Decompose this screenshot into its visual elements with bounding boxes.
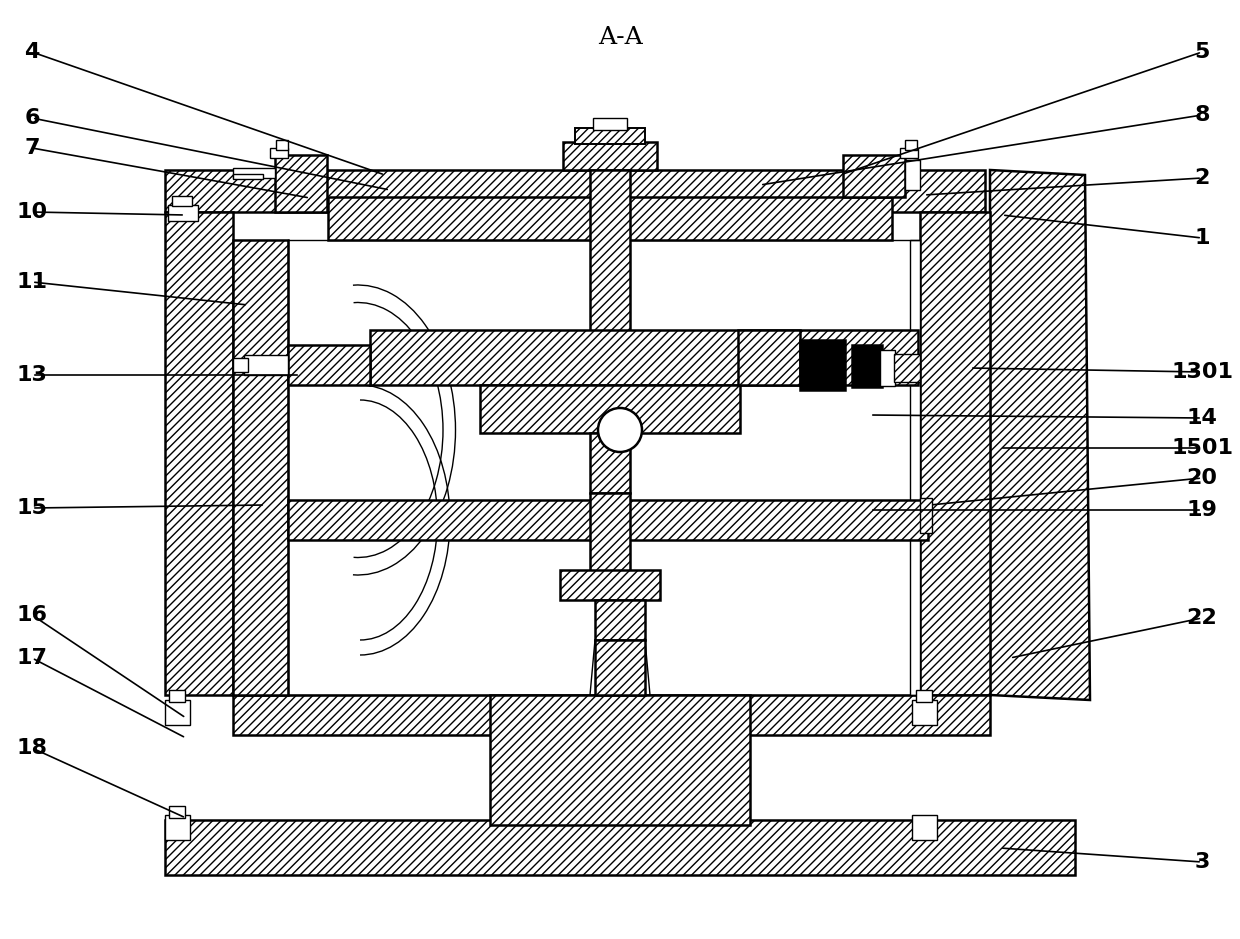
Bar bbox=[590, 170, 630, 340]
Bar bbox=[233, 240, 288, 695]
Bar bbox=[233, 358, 248, 372]
Bar bbox=[900, 148, 918, 158]
Bar bbox=[595, 640, 645, 695]
Bar bbox=[370, 330, 918, 385]
Bar bbox=[910, 240, 920, 695]
Bar bbox=[165, 820, 1075, 875]
Bar bbox=[593, 118, 627, 130]
Bar bbox=[490, 695, 750, 825]
Bar bbox=[911, 815, 937, 840]
Bar bbox=[563, 142, 657, 170]
Text: 1501: 1501 bbox=[1171, 438, 1233, 458]
Text: 15: 15 bbox=[16, 498, 47, 518]
Bar bbox=[852, 345, 882, 387]
Bar bbox=[590, 433, 630, 493]
Bar bbox=[270, 148, 288, 158]
Bar bbox=[165, 212, 233, 695]
Text: 14: 14 bbox=[1187, 408, 1218, 428]
Bar bbox=[560, 570, 660, 600]
Text: 22: 22 bbox=[1187, 608, 1218, 628]
Text: 16: 16 bbox=[16, 605, 47, 625]
Bar bbox=[244, 355, 288, 375]
Text: 8: 8 bbox=[1194, 105, 1210, 125]
Bar bbox=[233, 168, 275, 178]
Polygon shape bbox=[990, 170, 1090, 700]
Bar bbox=[843, 155, 905, 197]
Text: 6: 6 bbox=[25, 108, 40, 128]
Bar bbox=[167, 205, 198, 221]
Bar bbox=[165, 700, 190, 725]
Text: 2: 2 bbox=[1194, 168, 1210, 188]
Bar bbox=[800, 340, 844, 390]
Text: 1301: 1301 bbox=[1171, 362, 1233, 382]
Text: 5: 5 bbox=[1194, 42, 1210, 62]
Bar bbox=[905, 140, 918, 150]
Bar bbox=[233, 695, 990, 735]
Bar bbox=[233, 174, 263, 179]
Bar bbox=[172, 196, 192, 206]
Text: 10: 10 bbox=[16, 202, 47, 222]
Bar bbox=[911, 700, 937, 725]
Bar bbox=[165, 170, 985, 212]
Text: 11: 11 bbox=[16, 272, 47, 292]
Bar bbox=[277, 140, 288, 150]
Bar bbox=[595, 600, 645, 640]
Text: 4: 4 bbox=[25, 42, 40, 62]
Bar bbox=[894, 354, 920, 382]
Circle shape bbox=[598, 408, 642, 452]
Text: 20: 20 bbox=[1187, 468, 1218, 488]
Bar bbox=[275, 155, 327, 212]
Bar bbox=[169, 806, 185, 818]
Bar bbox=[590, 493, 630, 593]
Text: 1: 1 bbox=[1194, 228, 1210, 248]
Bar bbox=[738, 330, 800, 385]
Bar bbox=[916, 690, 932, 702]
Bar bbox=[575, 128, 645, 144]
Bar bbox=[480, 385, 740, 433]
Bar bbox=[920, 212, 990, 695]
Text: 19: 19 bbox=[1187, 500, 1218, 520]
Bar bbox=[920, 498, 932, 533]
Text: 18: 18 bbox=[16, 738, 47, 758]
Bar bbox=[288, 500, 928, 540]
Text: 17: 17 bbox=[16, 648, 47, 668]
Bar bbox=[905, 160, 920, 190]
Text: A-A: A-A bbox=[598, 26, 642, 50]
Text: 13: 13 bbox=[16, 365, 47, 385]
Bar bbox=[288, 345, 370, 385]
Bar bbox=[329, 197, 892, 240]
Text: 3: 3 bbox=[1194, 852, 1210, 872]
Bar bbox=[169, 690, 185, 702]
Bar bbox=[880, 350, 895, 386]
Text: 7: 7 bbox=[25, 138, 40, 158]
Bar bbox=[165, 815, 190, 840]
